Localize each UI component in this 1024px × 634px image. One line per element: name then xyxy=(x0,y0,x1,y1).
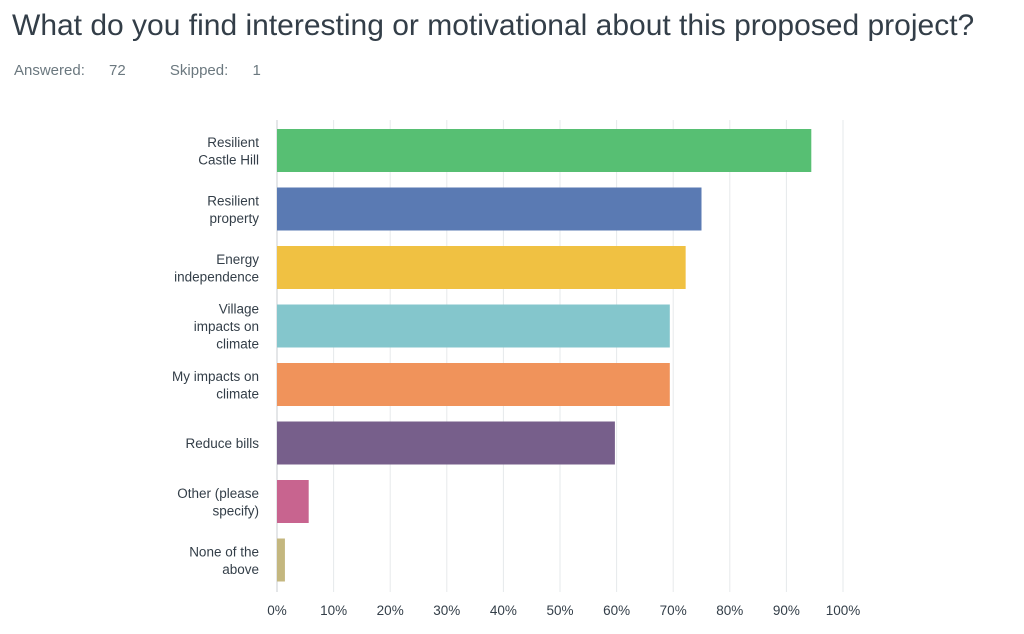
bar[interactable] xyxy=(277,421,615,465)
x-tick-label: 30% xyxy=(433,603,460,618)
category-label-line: above xyxy=(222,562,259,577)
bar[interactable] xyxy=(277,187,702,231)
category-label-line: Castle Hill xyxy=(198,152,259,167)
category-labels: Resilient Castle Hill Resilient property Ene… xyxy=(172,135,259,577)
category-label-line: independence xyxy=(174,269,259,284)
bar[interactable] xyxy=(277,246,686,289)
category-label: Resilient property xyxy=(207,193,259,226)
category-label-line: property xyxy=(209,211,259,226)
answered-count: Answered: 72 xyxy=(14,62,146,79)
category-label: Reduce bills xyxy=(185,436,259,451)
category-label-line: Resilient xyxy=(207,193,259,208)
x-tick-label: 80% xyxy=(716,603,743,618)
category-label-line: climate xyxy=(216,337,259,352)
skipped-value: 1 xyxy=(252,62,261,79)
category-label-line: Other (please xyxy=(177,486,259,501)
page-title: What do you find interesting or motivati… xyxy=(12,9,975,42)
category-label: Energy independence xyxy=(174,252,259,285)
bar[interactable] xyxy=(277,129,812,172)
x-axis-ticks: 0% 10% 20% 30% 40% 50% 60% 70% 80% 90% 100% xyxy=(267,603,860,618)
category-label-line: Resilient xyxy=(207,135,259,150)
category-label: Village impacts on climate xyxy=(194,302,259,352)
answered-label: Answered: xyxy=(14,62,85,79)
bar[interactable] xyxy=(277,480,309,523)
category-label-line: specify) xyxy=(212,503,259,518)
x-tick-label: 40% xyxy=(490,603,517,618)
bar[interactable] xyxy=(277,304,670,348)
category-label-line: My impacts on xyxy=(172,369,259,384)
x-tick-label: 0% xyxy=(267,603,287,618)
bars xyxy=(277,129,812,582)
answered-value: 72 xyxy=(109,62,126,79)
bar[interactable] xyxy=(277,363,670,406)
category-label-line: None of the xyxy=(189,544,259,559)
x-tick-label: 10% xyxy=(320,603,347,618)
response-summary: Answered: 72 Skipped: 1 xyxy=(14,62,301,79)
skipped-count: Skipped: 1 xyxy=(170,62,281,79)
category-label-line: Energy xyxy=(216,252,259,267)
bar[interactable] xyxy=(277,538,285,582)
category-label-line: impacts on xyxy=(194,319,259,334)
category-label-line: Reduce bills xyxy=(185,436,259,451)
x-tick-label: 90% xyxy=(773,603,800,618)
category-label-line: climate xyxy=(216,386,259,401)
x-tick-label: 60% xyxy=(603,603,630,618)
x-tick-label: 70% xyxy=(660,603,687,618)
skipped-label: Skipped: xyxy=(169,62,229,79)
category-label-line: Village xyxy=(219,302,259,317)
x-tick-label: 20% xyxy=(377,603,404,618)
category-label: Other (please specify) xyxy=(177,486,259,519)
category-label: Resilient Castle Hill xyxy=(198,135,259,168)
x-tick-label: 50% xyxy=(546,603,573,618)
category-label: None of the above xyxy=(189,544,259,577)
x-tick-label: 100% xyxy=(826,603,861,618)
category-label: My impacts on climate xyxy=(172,369,259,402)
